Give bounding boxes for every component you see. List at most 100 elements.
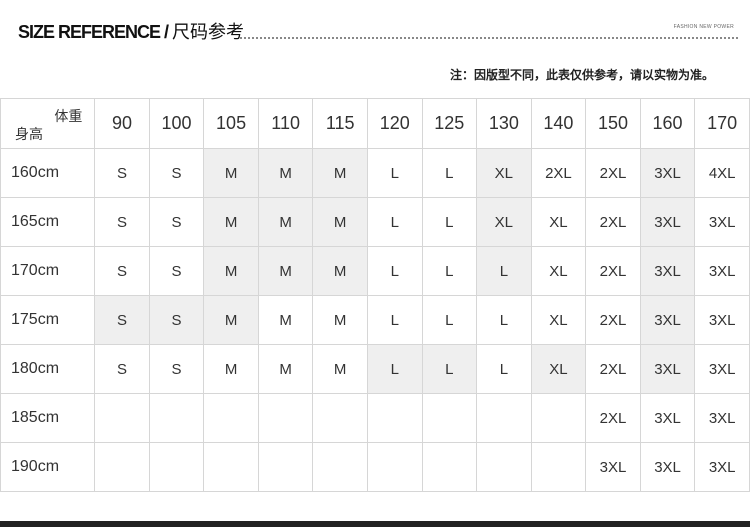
size-cell: M	[257, 148, 314, 198]
size-cell: M	[257, 246, 314, 296]
height-cell: 160cm	[0, 148, 96, 198]
size-cell: 4XL	[694, 148, 750, 198]
size-cell	[257, 393, 314, 443]
size-cell	[94, 442, 150, 492]
height-cell: 190cm	[0, 442, 96, 492]
size-cell: L	[366, 295, 423, 345]
table-row: 180cm S S M M M L L L XL 2XL 3XL 3XL	[0, 344, 750, 394]
size-cell: L	[366, 197, 423, 247]
size-cell: XL	[530, 344, 587, 394]
table-row: 160cm S S M M M L L XL 2XL 2XL 3XL 4XL	[0, 148, 750, 198]
size-cell: L	[421, 148, 478, 198]
size-cell: S	[94, 344, 150, 394]
weight-header-cell: 110	[257, 98, 314, 149]
corner-cell: 体重 身高	[0, 98, 96, 149]
size-cell: XL	[476, 197, 532, 247]
size-cell: 3XL	[585, 442, 641, 492]
size-cell	[257, 442, 314, 492]
size-cell: L	[476, 295, 532, 345]
bottom-bar	[0, 521, 750, 527]
size-cell: M	[312, 295, 368, 345]
table-row: 185cm 2XL 3XL 3XL	[0, 393, 750, 443]
size-cell	[312, 393, 368, 443]
size-cell: M	[312, 344, 368, 394]
size-cell: 2XL	[585, 344, 641, 394]
size-cell: M	[203, 246, 259, 296]
size-cell: 3XL	[639, 295, 696, 345]
size-cell: 3XL	[639, 246, 696, 296]
weight-header-cell: 90	[94, 98, 150, 149]
size-cell	[148, 393, 205, 443]
size-cell: S	[148, 344, 205, 394]
brand-text: FASHION NEW POWER	[673, 24, 734, 30]
weight-header-cell: 125	[421, 98, 478, 149]
size-cell: XL	[530, 295, 587, 345]
weight-header-cell: 150	[585, 98, 641, 149]
size-cell	[203, 442, 259, 492]
size-table: 体重 身高 90 100 105 110 115 120 125 130 140 150 160 17…	[0, 98, 750, 492]
weight-header-row: 体重 身高 90 100 105 110 115 120 125 130 140 150 160 17…	[0, 98, 750, 149]
size-cell: 3XL	[694, 442, 750, 492]
size-cell: 2XL	[585, 148, 641, 198]
height-cell: 180cm	[0, 344, 96, 394]
weight-header-cell: 105	[203, 98, 259, 149]
size-cell: 3XL	[639, 197, 696, 247]
size-cell: 3XL	[639, 148, 696, 198]
size-cell: M	[203, 344, 259, 394]
table-row: 190cm 3XL 3XL 3XL	[0, 442, 750, 492]
size-cell: L	[366, 344, 423, 394]
size-cell	[312, 442, 368, 492]
size-cell: S	[94, 246, 150, 296]
size-cell: S	[94, 148, 150, 198]
size-cell: S	[148, 148, 205, 198]
size-cell: 3XL	[639, 393, 696, 443]
size-cell: L	[476, 246, 532, 296]
size-cell: 3XL	[694, 344, 750, 394]
size-cell: 2XL	[585, 197, 641, 247]
weight-header-cell: 100	[148, 98, 205, 149]
dotted-divider	[240, 37, 738, 39]
weight-header-cell: 115	[312, 98, 368, 149]
page-title: SIZE REFERENCE / 尺码参考	[18, 18, 244, 44]
size-cell: 2XL	[585, 246, 641, 296]
table-row: 165cm S S M M M L L XL XL 2XL 3XL 3XL	[0, 197, 750, 247]
size-cell: XL	[530, 246, 587, 296]
size-cell: M	[203, 148, 259, 198]
weight-header-cell: 170	[694, 98, 750, 149]
size-cell: L	[476, 344, 532, 394]
title-zh: 尺码参考	[172, 22, 245, 42]
height-cell: 175cm	[0, 295, 96, 345]
size-cell: M	[257, 295, 314, 345]
size-cell: 3XL	[694, 393, 750, 443]
height-cell: 185cm	[0, 393, 96, 443]
size-cell	[476, 393, 532, 443]
table-row: 170cm S S M M M L L L XL 2XL 3XL 3XL	[0, 246, 750, 296]
size-cell: M	[257, 197, 314, 247]
size-cell: L	[421, 295, 478, 345]
height-label: 身高	[15, 125, 43, 142]
weight-label: 体重	[54, 107, 83, 124]
size-cell: M	[203, 197, 259, 247]
size-cell: 3XL	[639, 442, 696, 492]
size-cell	[421, 442, 478, 492]
size-cell: S	[94, 197, 150, 247]
size-cell: M	[312, 148, 368, 198]
size-cell: 3XL	[694, 295, 750, 345]
size-cell: L	[366, 148, 423, 198]
size-cell: S	[148, 197, 205, 247]
size-cell: S	[148, 295, 205, 345]
height-cell: 165cm	[0, 197, 96, 247]
size-cell	[530, 442, 587, 492]
size-cell: M	[312, 246, 368, 296]
title-separator: /	[160, 22, 173, 42]
weight-header-cell: 160	[639, 98, 696, 149]
table-row: 175cm S S M M M L L L XL 2XL 3XL 3XL	[0, 295, 750, 345]
size-cell: XL	[530, 197, 587, 247]
weight-header-cell: 120	[366, 98, 423, 149]
size-cell: S	[94, 295, 150, 345]
size-cell	[476, 442, 532, 492]
size-cell: 2XL	[585, 393, 641, 443]
size-cell: 3XL	[694, 246, 750, 296]
size-cell: L	[366, 246, 423, 296]
weight-header-cell: 140	[530, 98, 587, 149]
